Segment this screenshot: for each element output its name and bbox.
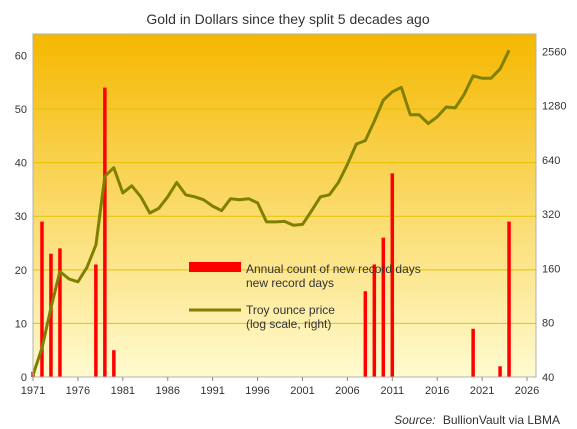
x-axis-tick-label: 2026 xyxy=(515,385,539,397)
source-note: Source: BullionVault via LBMA xyxy=(394,413,560,427)
bar xyxy=(507,221,511,377)
x-axis-tick-label: 2006 xyxy=(335,385,359,397)
right-axis-tick-label: 2560 xyxy=(542,46,566,58)
bar xyxy=(498,366,502,377)
left-axis-tick-label: 50 xyxy=(15,104,27,116)
left-axis-tick-label: 40 xyxy=(15,158,27,170)
left-axis-tick-label: 60 xyxy=(15,50,27,62)
x-axis-tick-label: 1971 xyxy=(21,385,45,397)
x-axis-tick-label: 1976 xyxy=(66,385,90,397)
bar xyxy=(94,264,98,377)
left-axis-tick-label: 20 xyxy=(15,265,27,277)
legend: Annual count of new record days new reco… xyxy=(189,262,421,331)
x-axis-tick-label: 1981 xyxy=(111,385,135,397)
right-axis-tick-label: 320 xyxy=(542,209,560,221)
right-axis-tick-label: 40 xyxy=(542,372,554,384)
x-axis-tick-label: 2016 xyxy=(425,385,449,397)
chart-title: Gold in Dollars since they split 5 decad… xyxy=(146,11,429,27)
plot-area xyxy=(33,34,536,377)
right-axis-tick-label: 640 xyxy=(542,155,560,167)
bar xyxy=(381,237,386,377)
bar xyxy=(390,173,395,377)
source-label: Source: xyxy=(394,413,435,427)
legend-label-line-line2: (log scale, right) xyxy=(246,317,331,331)
x-axis-tick-label: 1986 xyxy=(155,385,179,397)
bar xyxy=(103,87,107,377)
legend-label-bars-line2: new record days xyxy=(246,276,334,290)
axes: 0 10 20 30 40 50 60 40 80 160 320 640 1280 2560 1971 19… xyxy=(15,33,566,397)
bar xyxy=(58,248,62,377)
left-axis-tick-label: 30 xyxy=(15,211,27,223)
bar xyxy=(471,328,475,377)
left-axis-tick-label: 10 xyxy=(15,318,27,330)
bar xyxy=(372,264,377,377)
right-axis-tick-label: 160 xyxy=(542,263,560,275)
left-axis-tick-label: 0 xyxy=(21,372,27,384)
legend-label-bars: Annual count of new record days xyxy=(246,262,421,276)
right-axis-tick-label: 80 xyxy=(542,318,554,330)
x-axis-tick-label: 2021 xyxy=(470,385,494,397)
line-series xyxy=(31,49,511,376)
legend-swatch-bars xyxy=(189,262,241,272)
bar xyxy=(363,291,368,377)
bar-series xyxy=(31,87,511,377)
plot-border xyxy=(32,33,537,378)
bar xyxy=(40,221,44,377)
bar xyxy=(49,253,53,377)
bar xyxy=(112,350,116,377)
price-line xyxy=(31,49,511,376)
legend-label-line: Troy ounce price xyxy=(246,303,335,317)
source-text: BullionVault via LBMA xyxy=(443,413,560,427)
right-axis-tick-label: 1280 xyxy=(542,101,566,113)
x-axis-tick-label: 2011 xyxy=(380,385,404,397)
x-axis-tick-label: 2001 xyxy=(290,385,314,397)
x-axis-tick-label: 1996 xyxy=(245,385,269,397)
x-axis-tick-label: 1991 xyxy=(200,385,224,397)
